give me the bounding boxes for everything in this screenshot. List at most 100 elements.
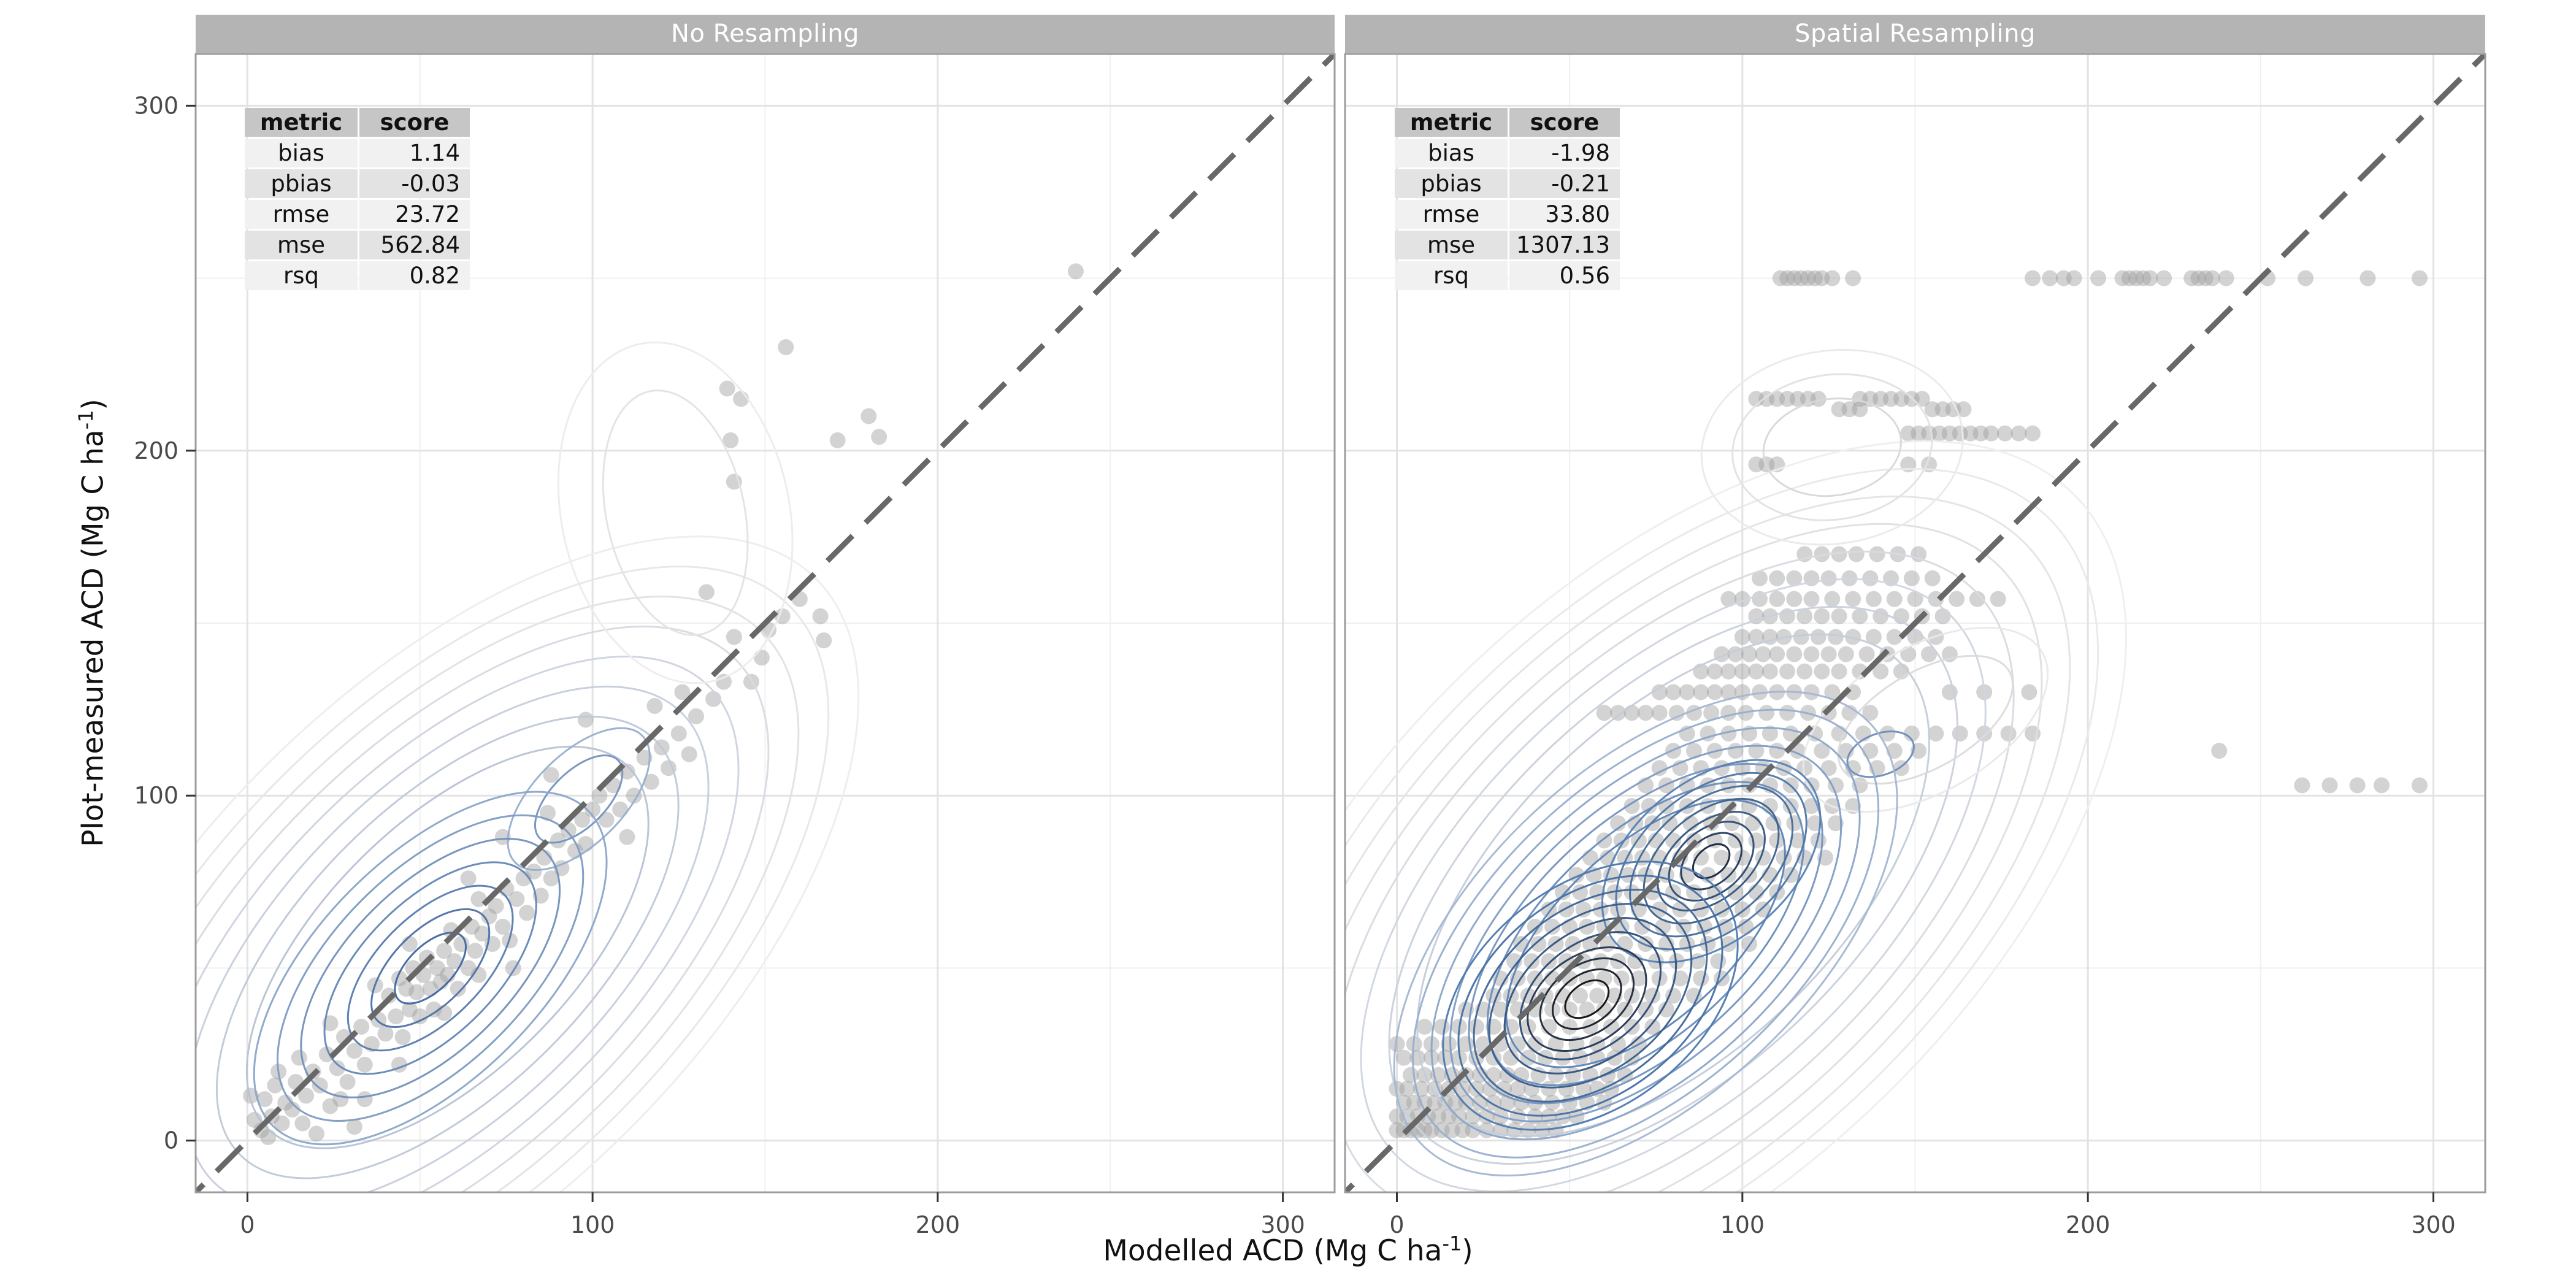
contour-ring-peak2-mid (1601, 759, 1822, 964)
metric-value: 33.80 (1509, 200, 1620, 229)
metric-name: pbias (1395, 169, 1508, 198)
x-tick-label: 200 (916, 1211, 960, 1238)
contour-ring-peak1-mid (1473, 889, 1708, 1103)
x-tick-label: 300 (1260, 1211, 1305, 1238)
contour-ring-peak1-mid (1457, 875, 1723, 1117)
contour-ring-outer-gray (215, 715, 680, 1179)
contour-ring-outer-gray (1345, 467, 2099, 1192)
contour-ring-outer-gray (1360, 578, 1987, 1192)
metric-name: rmse (245, 200, 358, 229)
y-tick-label: 100 (134, 782, 178, 809)
contour-ring-peak2-core (1692, 843, 1731, 880)
table-header-row: metric score (1395, 108, 1620, 137)
metric-column-header: metric (1395, 108, 1508, 137)
contour-ring-envelope-blue (1449, 745, 1842, 1122)
contour-ring-outer-gray (196, 685, 710, 1192)
metric-value: -0.21 (1509, 169, 1620, 198)
contour-ring-outer-gray (196, 655, 740, 1192)
x-axis-title-text: Modelled ACD (Mg C ha (1103, 1234, 1443, 1268)
facet-strip-label: Spatial Resampling (1795, 20, 2036, 48)
x-axis-title-superscript: -1 (1442, 1232, 1462, 1255)
metric-name: mse (245, 231, 358, 259)
metric-name: pbias (245, 169, 358, 198)
contour-ring-blue-core (347, 884, 514, 1052)
x-tick-label: 300 (2411, 1211, 2456, 1238)
score-column-header: score (1509, 108, 1620, 137)
table-row: pbias -0.03 (245, 169, 470, 198)
metrics-table-spatial-resampling: metric score bias -1.98 pbias -0.21 rmse… (1393, 106, 1622, 292)
contour-ring-envelope-blue (1468, 762, 1823, 1105)
contour-ring-blue-core (370, 908, 491, 1029)
metric-value: 23.72 (359, 200, 470, 229)
contour-ring-mini-blue (1846, 730, 1915, 778)
contour-ring-outer-gray (1345, 550, 2015, 1192)
metric-value: 1307.13 (1509, 231, 1620, 259)
contour-ring-lobe-upper (1762, 397, 1902, 497)
contour-ring-blue-core (323, 861, 537, 1075)
table-row: rmse 33.80 (1395, 200, 1620, 229)
metric-value: 0.56 (1509, 261, 1620, 290)
contour-ring-peak2-mid (1643, 797, 1780, 925)
x-axis-title: Modelled ACD (Mg C ha-1) (0, 1232, 2576, 1268)
metric-value: 1.14 (359, 139, 470, 167)
contour-ring-peak1-core (1564, 979, 1610, 1019)
contour-ring-peak1-mid (1503, 917, 1677, 1075)
contour-ring-outer-gray (196, 565, 830, 1192)
table-header-row: metric score (245, 108, 470, 137)
contour-ring-envelope-blue (1486, 781, 1805, 1086)
contour-ring-peak1-core (1552, 968, 1622, 1030)
contour-ring-lobe-upper (1700, 348, 1964, 546)
table-row: rmse 23.72 (245, 200, 470, 229)
contour-ring-secondary-blue (507, 727, 651, 871)
contour-ring-envelope-blue (1505, 799, 1786, 1068)
table-row: bias -1.98 (1395, 139, 1620, 167)
metric-name: mse (1395, 231, 1508, 259)
metric-name: rmse (1395, 200, 1508, 229)
contour-ring-blue-core (394, 932, 467, 1005)
contour-ring-envelope-blue (1430, 727, 1861, 1141)
panel-border (194, 53, 1336, 1194)
table-row: mse 562.84 (245, 231, 470, 259)
table-row: rsq 0.56 (1395, 261, 1620, 290)
contour-ring-outer-gray (196, 535, 860, 1192)
identity-line (196, 54, 1335, 1192)
contour-ring-peak1-mid (1442, 861, 1739, 1131)
table-row: pbias -0.21 (1395, 169, 1620, 198)
metric-value: 562.84 (359, 231, 470, 259)
table-row: rsq 0.82 (245, 261, 470, 290)
contour-ring-outer-gray (1345, 495, 2071, 1192)
facet-strip-spatial-resampling: Spatial Resampling (1345, 15, 2485, 53)
metric-column-header: metric (245, 108, 358, 137)
contour-ring-outer-gray (245, 745, 650, 1149)
contour-ring-outer-gray (196, 596, 800, 1192)
contour-ring-peak1-mid (1519, 931, 1662, 1060)
contour-ring-north-lobe (557, 341, 794, 684)
contour-ring-peak1-mid (1488, 903, 1693, 1089)
contour-ring-outer-gray (1345, 523, 2043, 1192)
x-axis-title-close: ) (1462, 1234, 1473, 1268)
y-axis-title-superscript: -1 (74, 410, 98, 430)
metric-value: -0.03 (359, 169, 470, 198)
metric-name: rsq (1395, 261, 1508, 290)
metric-name: rsq (245, 261, 358, 290)
facet-strip-no-resampling: No Resampling (196, 15, 1335, 53)
contour-ring-lobe-right (1837, 654, 2014, 785)
metric-name: bias (1395, 139, 1508, 167)
facet-strip-label: No Resampling (671, 20, 859, 48)
score-column-header: score (359, 108, 470, 137)
x-tick-label: 0 (240, 1211, 255, 1238)
y-tick-label: 300 (134, 92, 178, 119)
y-tick-label: 0 (164, 1127, 178, 1154)
x-tick-label: 100 (1720, 1211, 1765, 1238)
y-axis-title: Plot-measured ACD (Mg C ha-1) (74, 255, 110, 991)
x-axis: 0 100 200 300 (1389, 1192, 2456, 1238)
contour-ring-secondary-blue (534, 754, 624, 844)
x-tick-label: 100 (570, 1211, 615, 1238)
contour-ring-north-lobe (602, 389, 749, 636)
y-axis-title-text: Plot-measured ACD (Mg C ha (76, 429, 110, 847)
contour-ring-peak1-core (1527, 946, 1647, 1052)
contour-ring-lobe-right (1802, 626, 2049, 813)
y-axis-title-close: ) (76, 399, 110, 410)
